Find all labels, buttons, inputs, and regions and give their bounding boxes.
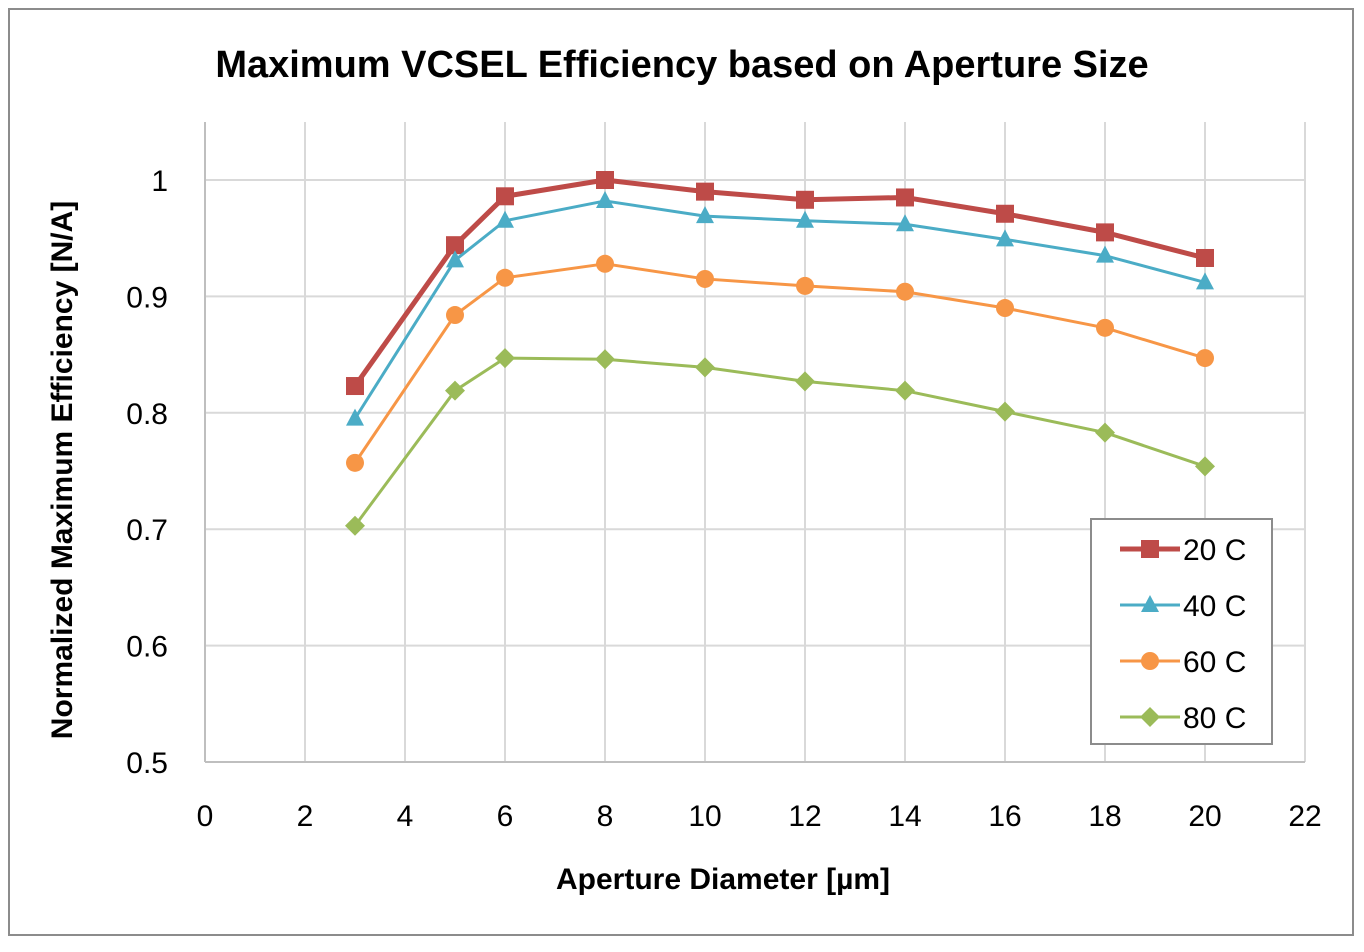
y-tick-label: 0.8 [126, 398, 168, 431]
series-20-c [346, 171, 1214, 396]
series-line [353, 356, 1206, 527]
legend-swatch-marker [1141, 652, 1159, 670]
data-point-marker [1196, 349, 1214, 368]
tick-labels: 0 2 4 6 8 10 12 14 16 18 20 22 0.5 0.6 0.7 0.8 0.9 1 [126, 165, 1321, 833]
legend-label: 60 C [1183, 646, 1246, 679]
x-tick-label: 4 [397, 800, 414, 833]
series-40-c [346, 190, 1214, 426]
x-tick-label: 6 [497, 800, 514, 833]
data-point-marker [895, 380, 915, 401]
chart-title: Maximum VCSEL Efficiency based on Apertu… [215, 44, 1148, 86]
data-point-marker [446, 236, 464, 255]
data-point-marker [796, 190, 814, 209]
data-point-marker [596, 171, 614, 189]
x-tick-label: 10 [688, 800, 721, 833]
data-point-marker [896, 214, 914, 232]
x-tick-label: 2 [297, 800, 314, 833]
y-tick-label: 0.9 [126, 281, 168, 314]
x-tick-label: 12 [788, 800, 821, 833]
data-point-marker [445, 380, 465, 401]
data-point-marker [1096, 318, 1114, 337]
data-point-marker [1095, 422, 1115, 443]
y-tick-label: 0.5 [126, 747, 168, 780]
data-point-marker [1196, 248, 1214, 267]
legend-swatch-marker [1141, 595, 1159, 612]
data-point-marker [796, 276, 814, 295]
legend-box [1090, 518, 1273, 745]
legend-swatch-marker [1140, 707, 1160, 727]
legend: 20 C 40 C 60 C 80 C [1090, 518, 1273, 745]
legend-label: 80 C [1183, 702, 1246, 735]
x-axis-title: Aperture Diameter [µm] [556, 863, 890, 896]
data-point-marker [345, 515, 365, 536]
x-tick-label: 16 [988, 800, 1021, 833]
legend-swatch-marker [1141, 540, 1159, 558]
axes [204, 122, 1305, 763]
data-point-marker [796, 210, 814, 228]
data-point-marker [346, 408, 364, 426]
legend-item: 20 C [1120, 534, 1246, 567]
data-point-marker [1196, 272, 1214, 290]
series-line [353, 262, 1206, 464]
data-point-marker [896, 282, 914, 301]
series-60-c [346, 254, 1214, 472]
data-point-marker [595, 349, 615, 370]
data-point-marker [496, 210, 514, 228]
legend-items: 20 C 40 C 60 C 80 C [1120, 534, 1246, 735]
data-point-marker [446, 250, 464, 268]
data-point-marker [446, 306, 464, 325]
y-tick-label: 0.6 [126, 631, 168, 664]
data-point-marker [596, 254, 614, 273]
x-tick-label: 0 [197, 800, 214, 833]
data-point-marker [696, 206, 714, 224]
series-line [352, 177, 1206, 388]
data-point-marker [995, 401, 1015, 422]
legend-item: 40 C [1120, 590, 1246, 623]
data-point-marker [1096, 223, 1114, 242]
legend-label: 40 C [1183, 590, 1246, 623]
y-tick-label: 1 [151, 165, 168, 198]
series-layer [345, 171, 1215, 536]
data-point-marker [996, 229, 1014, 247]
data-point-marker [695, 357, 715, 378]
data-point-marker [896, 188, 914, 207]
x-tick-label: 14 [888, 800, 921, 833]
data-point-marker [996, 299, 1014, 318]
data-point-marker [596, 190, 614, 208]
x-tick-label: 8 [597, 800, 614, 833]
data-point-marker [795, 371, 815, 392]
series-80-c [345, 348, 1215, 536]
y-axis-title: Normalized Maximum Efficiency [N/A] [46, 201, 79, 739]
y-tick-label: 0.7 [126, 514, 168, 547]
data-point-marker [346, 377, 364, 396]
data-point-marker [496, 268, 514, 287]
x-tick-label: 20 [1188, 800, 1221, 833]
data-point-marker [696, 269, 714, 288]
data-point-marker [496, 187, 514, 206]
data-point-marker [1195, 456, 1215, 477]
x-tick-label: 18 [1088, 800, 1121, 833]
data-point-marker [696, 182, 714, 201]
x-tick-label: 22 [1288, 800, 1321, 833]
data-point-marker [1096, 245, 1114, 263]
series-line [353, 199, 1206, 420]
data-point-marker [346, 453, 364, 472]
legend-item: 60 C [1120, 646, 1246, 679]
legend-label: 20 C [1183, 534, 1246, 567]
data-point-marker [996, 204, 1014, 223]
chart-frame [8, 8, 1354, 936]
legend-item: 80 C [1120, 702, 1246, 735]
data-point-marker [495, 348, 515, 369]
